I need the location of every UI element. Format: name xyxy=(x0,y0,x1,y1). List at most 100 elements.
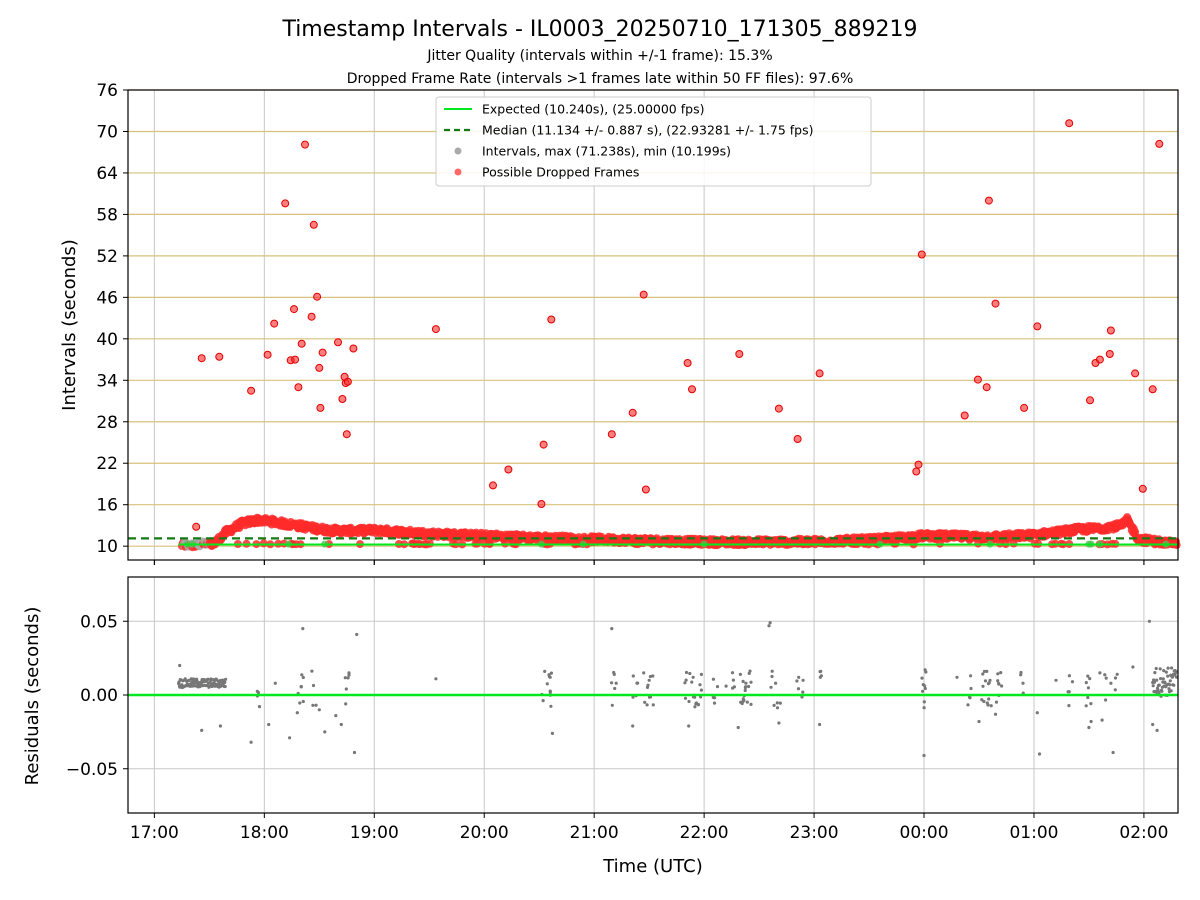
residual-point xyxy=(646,683,650,687)
residual-point xyxy=(1104,698,1108,702)
residual-point xyxy=(548,675,552,679)
residual-point xyxy=(796,687,801,691)
residual-point xyxy=(731,678,736,682)
residual-point xyxy=(273,681,277,685)
dropped-frame-point xyxy=(735,350,744,358)
residual-point xyxy=(819,669,823,674)
residual-point xyxy=(921,689,925,693)
dropped-frame-point xyxy=(307,312,316,321)
residual-point xyxy=(648,674,653,679)
residual-point xyxy=(311,683,316,688)
residual-point xyxy=(983,679,988,683)
bottom-y-tick-label: −0.05 xyxy=(66,760,118,780)
residual-point xyxy=(1070,680,1075,684)
residual-point xyxy=(818,722,822,727)
residual-point xyxy=(1162,669,1166,673)
dropped-frame-point xyxy=(334,338,342,347)
residual-point xyxy=(769,685,773,689)
residual-point xyxy=(347,673,351,677)
residual-point xyxy=(1084,681,1088,685)
residual-point xyxy=(1147,619,1151,623)
top-y-tick-label: 22 xyxy=(96,454,118,474)
residual-point xyxy=(1103,673,1107,677)
dropped-frame-point xyxy=(349,344,358,353)
residual-point xyxy=(968,695,972,699)
residual-point xyxy=(549,704,553,708)
residual-point xyxy=(1067,674,1071,678)
residual-point xyxy=(923,686,927,691)
residual-point xyxy=(777,721,781,725)
residual-point xyxy=(698,683,702,687)
residual-point xyxy=(694,701,699,705)
residual-point xyxy=(223,684,227,689)
residual-point xyxy=(223,680,227,685)
residual-point xyxy=(982,699,986,704)
residual-point xyxy=(344,702,348,706)
residual-point xyxy=(999,671,1003,675)
residual-point xyxy=(1174,670,1178,674)
residual-point xyxy=(778,701,782,705)
dropped-frame-point xyxy=(270,319,279,328)
dropped-frame-point xyxy=(197,354,206,363)
dropped-frame-point xyxy=(1086,396,1094,405)
residual-point xyxy=(1161,677,1165,681)
residual-point xyxy=(1151,722,1155,727)
dropped-frame-point xyxy=(313,292,322,301)
residual-point xyxy=(1172,683,1176,687)
residual-point xyxy=(770,669,774,673)
residual-point xyxy=(1100,718,1104,722)
dropped-frame-point xyxy=(318,348,327,357)
residual-point xyxy=(994,700,999,704)
top-y-tick-label: 46 xyxy=(96,288,118,308)
residual-point xyxy=(993,712,998,716)
dropped-frame-point xyxy=(215,352,224,361)
residual-point xyxy=(301,627,305,631)
residual-point xyxy=(1104,676,1108,680)
residual-point xyxy=(645,703,649,707)
residual-point xyxy=(1086,674,1090,678)
dropped-frame-point xyxy=(1020,403,1029,412)
dropped-frame-point xyxy=(291,355,300,364)
residual-point xyxy=(1169,689,1173,693)
residual-point xyxy=(743,688,747,693)
residual-point xyxy=(1084,704,1088,708)
dropped-frame-point xyxy=(1148,385,1157,394)
bottom-y-tick-label: 0.05 xyxy=(80,612,118,632)
residual-point xyxy=(255,689,259,693)
bottom-y-tick-label: 0.00 xyxy=(80,686,118,706)
residual-point xyxy=(745,700,749,704)
residual-point xyxy=(651,674,655,678)
residual-point xyxy=(548,690,552,695)
residual-point xyxy=(987,697,991,701)
dropped-frame-point xyxy=(973,375,982,384)
legend-intervals-swatch xyxy=(454,147,462,155)
x-tick-label: 01:00 xyxy=(1009,823,1058,843)
residual-point xyxy=(1089,702,1093,706)
dropped-frame-point xyxy=(815,369,824,378)
top-y-tick-label: 76 xyxy=(96,81,118,101)
residual-point xyxy=(741,679,745,684)
residual-point xyxy=(651,703,655,707)
residual-point xyxy=(772,703,776,708)
dropped-frame-point xyxy=(1138,484,1147,493)
residual-point xyxy=(920,676,924,680)
dropped-frame-point xyxy=(537,500,546,508)
residual-point xyxy=(1087,725,1091,730)
residual-point xyxy=(612,670,616,675)
residual-point xyxy=(434,677,438,681)
residual-point xyxy=(966,703,970,707)
residual-point xyxy=(1168,679,1172,683)
residual-point xyxy=(690,680,694,684)
residual-point xyxy=(267,722,271,727)
residual-point xyxy=(352,750,357,755)
residual-point xyxy=(738,672,743,677)
residual-point xyxy=(1164,670,1168,674)
residual-point xyxy=(543,669,547,674)
residual-point xyxy=(642,671,646,675)
dropped-frame-point xyxy=(297,339,306,348)
dropped-frame-point xyxy=(1106,326,1115,335)
residual-point xyxy=(969,686,973,691)
residual-point xyxy=(684,678,688,682)
dropped-frame-point xyxy=(309,220,318,229)
dropped-frame-point xyxy=(917,250,926,259)
